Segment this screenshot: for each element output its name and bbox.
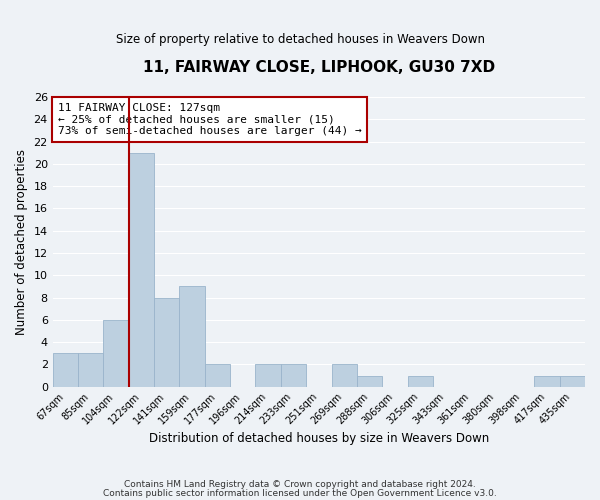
- Bar: [129, 152, 154, 386]
- Bar: [179, 286, 205, 386]
- Bar: [560, 376, 585, 386]
- Bar: [256, 364, 281, 386]
- Text: Size of property relative to detached houses in Weavers Down: Size of property relative to detached ho…: [115, 32, 485, 46]
- Text: Contains public sector information licensed under the Open Government Licence v3: Contains public sector information licen…: [103, 488, 497, 498]
- Bar: [205, 364, 230, 386]
- Bar: [78, 353, 103, 386]
- Title: 11, FAIRWAY CLOSE, LIPHOOK, GU30 7XD: 11, FAIRWAY CLOSE, LIPHOOK, GU30 7XD: [143, 60, 495, 75]
- Text: Contains HM Land Registry data © Crown copyright and database right 2024.: Contains HM Land Registry data © Crown c…: [124, 480, 476, 489]
- Text: 11 FAIRWAY CLOSE: 127sqm
← 25% of detached houses are smaller (15)
73% of semi-d: 11 FAIRWAY CLOSE: 127sqm ← 25% of detach…: [58, 103, 362, 136]
- Bar: [53, 353, 78, 386]
- Bar: [103, 320, 129, 386]
- X-axis label: Distribution of detached houses by size in Weavers Down: Distribution of detached houses by size …: [149, 432, 489, 445]
- Bar: [332, 364, 357, 386]
- Bar: [281, 364, 306, 386]
- Bar: [535, 376, 560, 386]
- Bar: [357, 376, 382, 386]
- Bar: [407, 376, 433, 386]
- Bar: [154, 298, 179, 386]
- Y-axis label: Number of detached properties: Number of detached properties: [15, 149, 28, 335]
